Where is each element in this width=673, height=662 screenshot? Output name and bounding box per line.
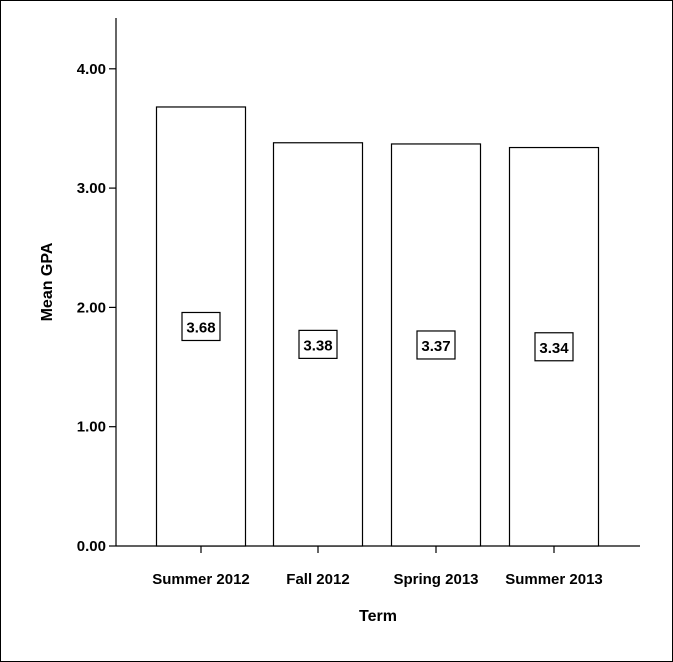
data-label: 3.37	[421, 338, 450, 355]
y-tick-label: 3.00	[77, 180, 106, 197]
data-label-box	[181, 311, 221, 342]
data-label: 3.38	[303, 337, 332, 354]
x-axis-title: Term	[359, 608, 397, 625]
y-tick-label: 4.00	[77, 61, 106, 78]
x-axis-ticks: Summer 2012 Fall 2012 Spring 2013 Summer 20…	[152, 546, 603, 588]
data-label: 3.34	[539, 340, 569, 357]
y-axis-ticks: 0.00 1.00 2.00 3.00 4.00	[77, 61, 116, 555]
data-label: 3.68	[186, 319, 215, 336]
y-tick-label: 1.00	[77, 419, 106, 436]
y-tick-label: 2.00	[77, 299, 106, 316]
x-tick-label: Spring 2013	[393, 571, 478, 588]
data-label-box	[298, 329, 338, 359]
bars: 3.68 3.38 3.37 3.34	[155, 106, 600, 547]
y-tick-label: 0.00	[77, 538, 106, 555]
x-tick-label: Fall 2012	[286, 571, 349, 588]
x-tick-label: Summer 2012	[152, 571, 250, 588]
data-label-box	[416, 330, 456, 360]
data-label-box	[534, 332, 574, 362]
y-axis-title: Mean GPA	[39, 242, 56, 321]
x-tick-label: Summer 2013	[505, 571, 603, 588]
plot-area: 0.00 1.00 2.00 3.00 4.00 3.68 3.38 3.37 3.34 Su…	[77, 18, 640, 588]
